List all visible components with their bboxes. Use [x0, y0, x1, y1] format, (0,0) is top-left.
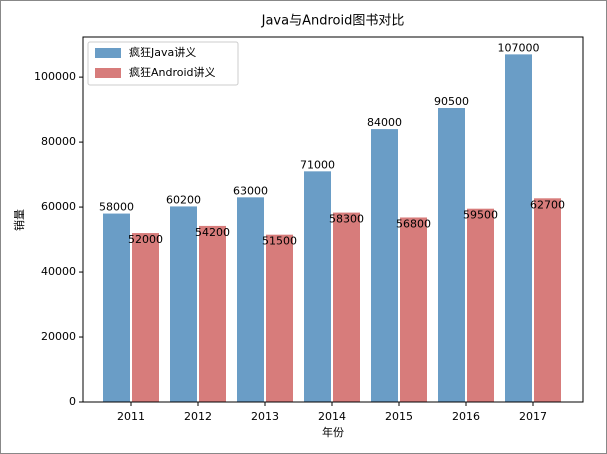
bar — [438, 107, 465, 403]
bar — [534, 198, 561, 402]
bar — [400, 217, 427, 402]
chart-title: Java与Android图书对比 — [261, 14, 405, 29]
bar — [304, 171, 331, 402]
value-label: 84000 — [367, 116, 402, 129]
bar — [199, 225, 226, 402]
y-tick-label: 40000 — [41, 265, 76, 278]
value-label: 59500 — [463, 209, 498, 222]
legend-swatch — [95, 48, 121, 58]
x-tick-label: 2017 — [519, 410, 547, 423]
bar — [237, 197, 264, 402]
value-label: 62700 — [530, 198, 565, 211]
bar — [505, 54, 532, 402]
value-label: 58000 — [99, 201, 134, 214]
bar — [103, 213, 130, 402]
value-label: 52000 — [128, 233, 163, 246]
value-label: 90500 — [434, 95, 469, 108]
y-tick-label: 100000 — [34, 70, 76, 83]
bar — [132, 233, 159, 402]
y-tick-label: 0 — [69, 395, 76, 408]
value-label: 107000 — [498, 41, 540, 54]
value-label: 51500 — [262, 235, 297, 248]
value-label: 54200 — [195, 226, 230, 239]
y-tick-label: 80000 — [41, 135, 76, 148]
value-label: 60200 — [166, 193, 201, 206]
bar — [170, 206, 197, 402]
bar — [333, 212, 360, 402]
x-tick-label: 2015 — [385, 410, 413, 423]
legend-label: 疯狂Java讲义 — [129, 45, 196, 59]
value-label: 71000 — [300, 158, 335, 171]
x-tick-label: 2013 — [251, 410, 279, 423]
plot-border — [82, 36, 584, 403]
x-tick-label: 2011 — [117, 410, 145, 423]
bar — [371, 129, 398, 403]
y-tick-label: 60000 — [41, 200, 76, 213]
value-label: 58300 — [329, 213, 364, 226]
y-tick-label: 20000 — [41, 330, 76, 343]
legend-box — [87, 41, 239, 86]
value-label: 56800 — [396, 217, 431, 230]
value-label: 63000 — [233, 184, 268, 197]
x-axis-label: 年份 — [322, 425, 344, 439]
x-tick-label: 2016 — [452, 410, 480, 423]
bar — [467, 208, 494, 402]
y-axis-label: 销量 — [12, 209, 26, 231]
x-tick-label: 2014 — [318, 410, 346, 423]
x-tick-label: 2012 — [184, 410, 212, 423]
legend-label: 疯狂Android讲义 — [129, 65, 216, 79]
bar — [266, 234, 293, 402]
legend-swatch — [95, 68, 121, 78]
